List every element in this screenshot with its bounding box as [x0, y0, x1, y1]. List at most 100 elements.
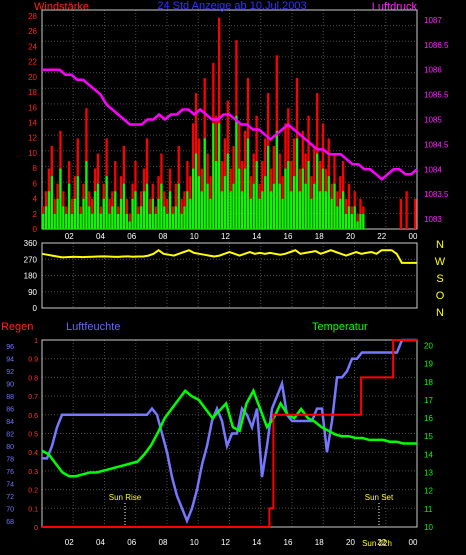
wind-mean-bar: [114, 191, 117, 229]
wind-tick-label: 22: [28, 58, 37, 67]
wind-axis-title: Windstärke: [34, 1, 89, 13]
wind-tick-label: 6: [33, 179, 38, 188]
wind-gust-bar: [347, 183, 351, 229]
temperature-tick-label: 17: [424, 396, 433, 405]
wind-mean-bar: [134, 191, 137, 229]
rain-tick-label: 0.8: [28, 375, 38, 382]
wind-mean-bar: [281, 198, 284, 229]
wind-mean-bar: [180, 213, 183, 229]
wind-mean-bar: [174, 206, 177, 229]
wind-mean-bar: [350, 213, 353, 229]
wind-mean-bar: [307, 161, 310, 229]
wind-mean-bar: [108, 213, 111, 229]
humidity-tick-label: 80: [6, 444, 14, 451]
wind-mean-bar: [137, 213, 140, 229]
wind-mean-bar: [119, 198, 123, 229]
wind-mean-bar: [238, 168, 241, 229]
time-tick-label: 00: [409, 232, 418, 241]
wind-tick-label: 20: [28, 73, 37, 82]
wind-mean-bar: [111, 206, 114, 229]
wind-mean-bar: [249, 198, 252, 229]
humidity-tick-label: 96: [6, 344, 14, 351]
rain-tick-label: 0.6: [28, 413, 38, 420]
wind-tick-label: 8: [33, 164, 38, 173]
time-tick-label: 02: [65, 538, 74, 547]
wind-tick-label: 4: [33, 195, 38, 204]
compass-label: W: [435, 256, 446, 268]
wind-mean-bar: [67, 183, 71, 229]
wind-mean-bar: [200, 191, 203, 229]
wind-mean-bar: [206, 183, 209, 229]
wind-mean-bar: [56, 198, 59, 229]
pressure-tick-label: 1083: [424, 215, 442, 224]
wind-tick-label: 16: [28, 103, 37, 112]
humidity-tick-label: 78: [6, 456, 14, 463]
wind-mean-bar: [359, 213, 362, 229]
rain-tick-label: 0.5: [28, 432, 38, 439]
wind-mean-bar: [105, 176, 108, 229]
temperature-tick-label: 18: [424, 378, 433, 387]
wind-mean-bar: [220, 191, 224, 229]
humidity-axis-title: Luftfeuchte: [66, 321, 120, 333]
wind-mean-bar: [336, 206, 339, 229]
wind-mean-bar: [117, 213, 120, 229]
wind-mean-bar: [53, 213, 56, 229]
humidity-tick-label: 72: [6, 494, 14, 501]
temperature-tick-label: 11: [424, 505, 433, 514]
wind-mean-bar: [85, 161, 88, 229]
wind-mean-bar: [255, 161, 258, 229]
wind-mean-bar: [93, 191, 97, 229]
rain-tick-label: 0.9: [28, 357, 38, 364]
humidity-tick-label: 76: [6, 469, 14, 476]
wind-mean-bar: [284, 168, 287, 229]
pressure-tick-label: 1084.5: [424, 140, 449, 149]
temperature-tick-label: 16: [424, 414, 433, 423]
compass-label: O: [436, 290, 445, 302]
rain-tick-label: 0.1: [28, 506, 38, 513]
time-tick-label: 02: [65, 232, 74, 241]
time-tick-label: 06: [127, 538, 136, 547]
chart-title: 24 Std Anzeige ab 10.Jul.2003: [157, 0, 306, 12]
wind-direction-line: [41, 248, 417, 264]
rain-axis-title: Regen: [1, 321, 33, 333]
wind-mean-bar: [209, 198, 212, 229]
time-tick-label: 08: [159, 232, 168, 241]
wind-mean-bar: [267, 145, 270, 229]
pressure-tick-label: 1083.5: [424, 190, 449, 199]
time-tick-label: 12: [221, 232, 230, 241]
rain-tick-label: 0.2: [28, 488, 38, 495]
wind-mean-bar: [217, 123, 221, 229]
humidity-tick-label: 84: [6, 419, 14, 426]
wind-mean-bar: [76, 176, 79, 229]
wind-gust-bar: [174, 183, 177, 229]
wind-mean-bar: [177, 183, 180, 229]
wind-mean-bar: [70, 213, 74, 229]
wind-mean-bar: [344, 213, 348, 229]
wind-gust-bar: [399, 198, 402, 229]
wind-mean-bar: [261, 191, 264, 229]
wind-mean-bar: [301, 168, 304, 229]
wind-tick-label: 2: [33, 210, 38, 219]
wind-tick-label: 0: [33, 225, 38, 234]
wind-mean-bar: [318, 191, 322, 229]
pressure-tick-label: 1087: [424, 16, 442, 25]
time-tick-label: 18: [315, 232, 324, 241]
humidity-tick-label: 88: [6, 394, 14, 401]
wind-mean-bar: [298, 191, 302, 229]
rain-tick-label: 0.3: [28, 469, 38, 476]
time-tick-label: 20: [346, 232, 355, 241]
time-tick-label: 22: [377, 232, 386, 241]
rain-tick-label: 0.4: [28, 450, 38, 457]
wind-mean-bar: [166, 213, 169, 229]
temperature-axis-title: Temperatur: [312, 321, 368, 333]
wind-mean-bar: [264, 176, 267, 229]
wind-mean-bar: [102, 198, 105, 229]
wind-mean-bar: [235, 115, 238, 229]
wind-mean-bar: [310, 198, 313, 229]
pressure-tick-label: 1086.5: [424, 41, 449, 50]
direction-tick-label: 0: [33, 304, 38, 313]
pressure-axis-title: Luftdruck: [372, 1, 418, 13]
time-tick-label: 14: [252, 538, 261, 547]
wind-mean-bar: [88, 206, 91, 229]
